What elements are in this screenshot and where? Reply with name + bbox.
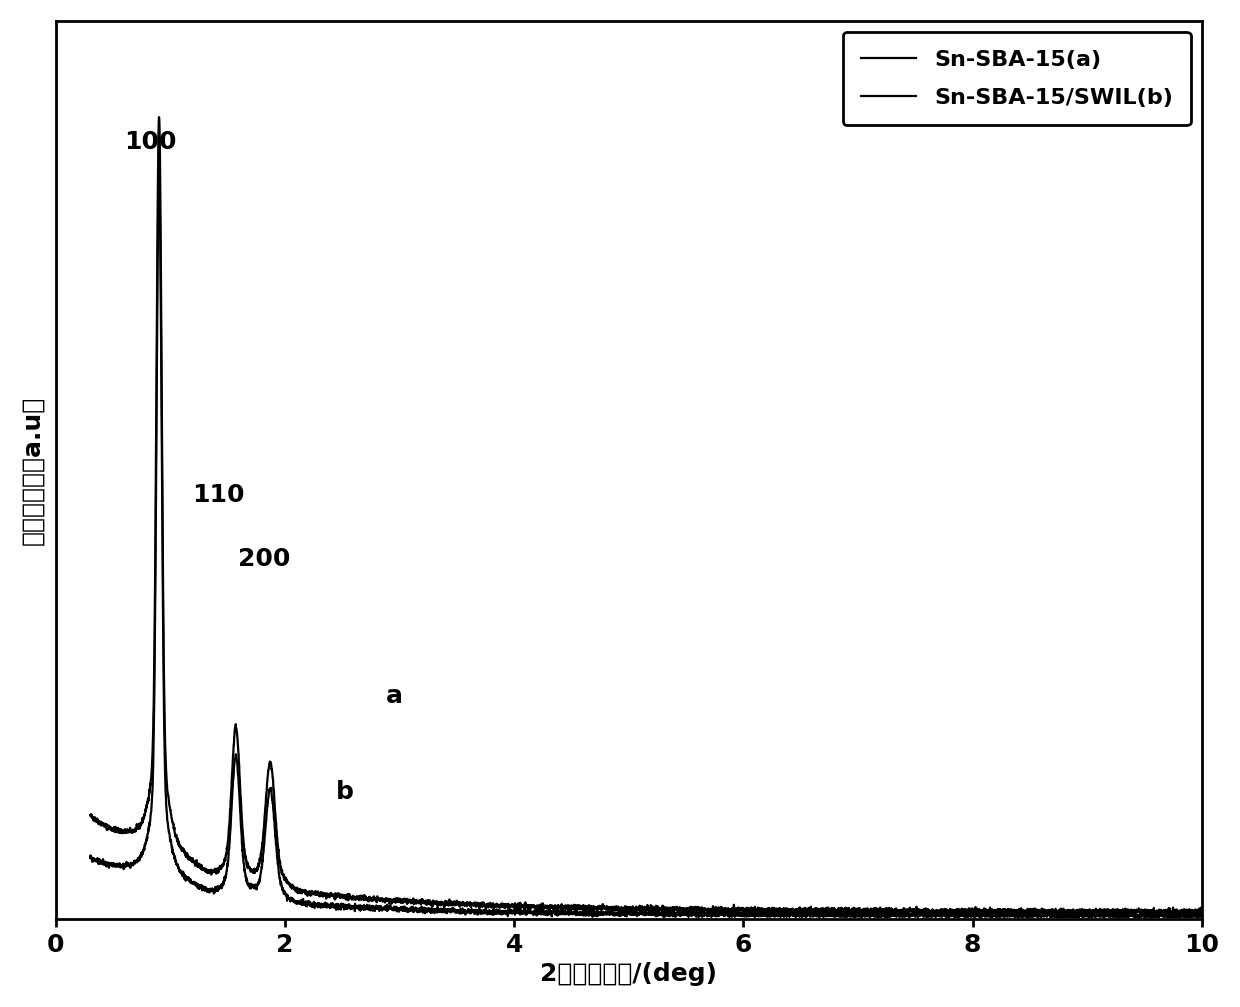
Text: a: a bbox=[386, 684, 403, 708]
Sn-SBA-15/SWIL(b) bbox=[507, 908, 522, 920]
Sn-SBA-15(a) bbox=[1194, 906, 1209, 918]
Sn-SBA-15/SWIL(b) bbox=[750, 908, 765, 920]
Sn-SBA-15/SWIL(b) bbox=[151, 165, 166, 177]
Sn-SBA-15(a) bbox=[285, 879, 300, 891]
Sn-SBA-15(a) bbox=[851, 908, 866, 920]
Sn-SBA-15/SWIL(b) bbox=[913, 907, 928, 919]
Sn-SBA-15/SWIL(b) bbox=[83, 852, 98, 864]
Y-axis label: 衷射峰强度（a.u）: 衷射峰强度（a.u） bbox=[21, 396, 45, 545]
Sn-SBA-15/SWIL(b) bbox=[285, 894, 300, 906]
Sn-SBA-15(a) bbox=[507, 897, 522, 909]
X-axis label: 2倍衷射角度/(deg): 2倍衷射角度/(deg) bbox=[541, 962, 717, 986]
Sn-SBA-15(a) bbox=[997, 903, 1012, 915]
Text: 200: 200 bbox=[238, 548, 290, 571]
Line: Sn-SBA-15/SWIL(b): Sn-SBA-15/SWIL(b) bbox=[91, 171, 1202, 916]
Sn-SBA-15/SWIL(b) bbox=[1194, 910, 1209, 922]
Legend: Sn-SBA-15(a), Sn-SBA-15/SWIL(b): Sn-SBA-15(a), Sn-SBA-15/SWIL(b) bbox=[843, 32, 1190, 125]
Sn-SBA-15(a) bbox=[151, 111, 166, 123]
Sn-SBA-15(a) bbox=[750, 904, 765, 916]
Text: 100: 100 bbox=[124, 130, 176, 154]
Text: b: b bbox=[336, 780, 353, 804]
Sn-SBA-15/SWIL(b) bbox=[806, 909, 821, 921]
Text: 110: 110 bbox=[192, 483, 244, 508]
Sn-SBA-15(a) bbox=[913, 907, 928, 919]
Sn-SBA-15/SWIL(b) bbox=[997, 909, 1012, 921]
Sn-SBA-15(a) bbox=[83, 809, 98, 821]
Line: Sn-SBA-15(a): Sn-SBA-15(a) bbox=[91, 117, 1202, 914]
Sn-SBA-15/SWIL(b) bbox=[656, 910, 671, 922]
Sn-SBA-15(a) bbox=[806, 903, 821, 915]
